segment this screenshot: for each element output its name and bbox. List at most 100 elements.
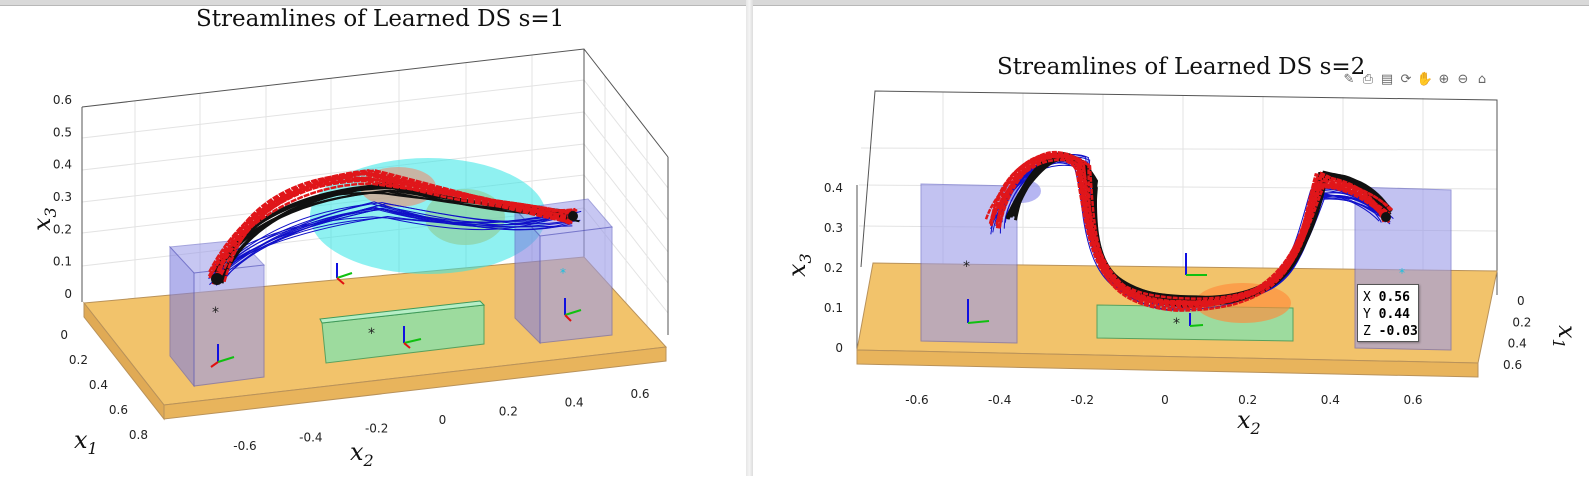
x2-ticks: -0.6 -0.4 -0.2 0 0.2 0.4 0.6 xyxy=(233,387,649,453)
x1-axis-label: x1 xyxy=(74,426,98,458)
x3-tick-label: 0.4 xyxy=(824,181,843,195)
datatip-y-value: 0.44 xyxy=(1378,307,1410,322)
chart-right[interactable]: * * * 00.10.20.30.4 -0.6 -0.4 -0.2 0 0.2 0.4 0… xyxy=(753,5,1589,476)
x3-tick-label: 0.3 xyxy=(824,221,843,235)
x1-ticks: 0 0.2 0.4 0.6 xyxy=(1503,294,1531,372)
zoom-out-icon[interactable]: ⊖ xyxy=(1457,71,1469,87)
streamline xyxy=(995,151,1391,306)
x1-tick-label: 0.8 xyxy=(129,428,148,442)
axes-box xyxy=(856,90,1498,357)
centroid-star: * xyxy=(963,259,970,275)
end-point xyxy=(568,211,578,221)
x2-tick-label: -0.2 xyxy=(365,422,388,436)
x3-tick-label: 0.2 xyxy=(824,261,843,275)
x2-tick-label: 0.6 xyxy=(1403,393,1422,407)
streamline xyxy=(217,172,571,282)
x1-tick-label: 0.4 xyxy=(89,378,108,392)
datatip-x-value: 0.56 xyxy=(1378,290,1410,305)
x3-tick-label: 0.1 xyxy=(824,301,843,315)
x2-tick-label: 0.6 xyxy=(630,387,649,401)
table-side-edge xyxy=(83,301,165,421)
figure-window-topbar xyxy=(0,0,1589,6)
x2-axis-label: x2 xyxy=(1237,406,1261,438)
x2-tick-label: -0.4 xyxy=(299,430,322,444)
frame-axes xyxy=(210,263,582,368)
x3-ticks: 0 0.1 0.2 0.3 0.4 xyxy=(824,181,843,355)
x1-tick-label: 0.2 xyxy=(1512,315,1531,329)
x2-tick-label: -0.4 xyxy=(988,393,1011,407)
datatip-icon[interactable]: ▤ xyxy=(1380,71,1394,87)
x3-tick-label: 0.4 xyxy=(53,158,72,172)
x2-tick-label: 0.4 xyxy=(1321,393,1340,407)
end-box-front xyxy=(539,226,613,344)
export-icon[interactable]: ⎙ xyxy=(1362,71,1374,87)
start-box-front xyxy=(193,264,265,387)
x2-tick-label: 0 xyxy=(1161,393,1169,407)
datatip-z-label: Z xyxy=(1363,324,1371,339)
x1-tick-label: 0.4 xyxy=(1508,337,1527,351)
zoom-in-icon[interactable]: ⊕ xyxy=(1438,71,1450,87)
x3-axis-label: x3 xyxy=(28,207,60,231)
axes-toolbar: ✎ ⎙ ▤ ⟳ ✋ ⊕ ⊖ ⌂ xyxy=(1340,70,1491,88)
datatip[interactable]: X 0.56 Y 0.44 Z -0.03 xyxy=(1357,284,1419,342)
x3-tick-label: 0.5 xyxy=(53,125,72,139)
chart-title: Streamlines of Learned DS s=1 xyxy=(196,6,565,32)
streamline xyxy=(989,158,1385,304)
x3-axis-label: x3 xyxy=(783,253,815,277)
x1-tick-label: 0.6 xyxy=(1503,358,1522,372)
streamline xyxy=(995,155,1394,306)
datatip-z-value: -0.03 xyxy=(1378,324,1418,339)
centroid-star: * xyxy=(212,305,219,321)
streamline xyxy=(211,202,565,274)
x3-tick-label: 0 xyxy=(64,287,72,301)
x1-ticks: 00.20.40.60.8 xyxy=(60,328,148,442)
rotate-icon[interactable]: ⟳ xyxy=(1400,71,1412,87)
end-point xyxy=(1381,212,1391,222)
x1-tick-label: 0.6 xyxy=(109,403,128,417)
centroid-star: * xyxy=(1173,316,1180,332)
x2-tick-label: -0.6 xyxy=(905,393,928,407)
x2-tick-label: -0.6 xyxy=(233,439,256,453)
x3-tick-label: 0.6 xyxy=(53,93,72,107)
streamline xyxy=(208,178,574,279)
centroid-star: * xyxy=(560,266,566,280)
x3-tick-label: 0.1 xyxy=(53,255,72,269)
x2-ticks: -0.6 -0.4 -0.2 0 0.2 0.4 0.6 xyxy=(905,393,1422,407)
home-icon[interactable]: ⌂ xyxy=(1477,71,1487,87)
axes-background xyxy=(861,91,1497,295)
x3-ticks: 0 0.1 0.2 0.3 0.4 0.5 0.6 xyxy=(53,93,72,301)
streamlines xyxy=(984,151,1394,312)
x2-axis-label: x2 xyxy=(350,438,374,470)
x1-tick-label: 0 xyxy=(1517,294,1525,308)
centroid-star: * xyxy=(368,326,375,342)
datatip-x-label: X xyxy=(1363,290,1371,305)
x3-tick-label: 0.3 xyxy=(53,190,72,204)
gaussian-ellipse xyxy=(1195,283,1291,323)
x2-tick-label: 0.4 xyxy=(565,396,584,410)
figure-panel-left: Streamlines of Learned DS s=1 xyxy=(0,5,746,476)
datatip-y-label: Y xyxy=(1363,307,1371,322)
figure-panel-right: Streamlines of Learned DS s=2 xyxy=(753,5,1589,476)
chart-title: Streamlines of Learned DS s=2 xyxy=(997,54,1366,80)
x1-tick-label: 0.2 xyxy=(69,353,88,367)
streamline xyxy=(990,153,1383,304)
x1-tick-label: 0 xyxy=(60,328,68,342)
x3-tick-label: 0.2 xyxy=(53,222,72,236)
x3-tick-label: 0 xyxy=(835,341,843,355)
panel-divider[interactable] xyxy=(746,0,753,476)
gridlines xyxy=(81,55,669,329)
x2-tick-label: 0 xyxy=(439,413,447,427)
x2-tick-label: 0.2 xyxy=(1238,393,1257,407)
x2-tick-label: -0.2 xyxy=(1071,393,1094,407)
x2-tick-label: 0.2 xyxy=(499,404,518,418)
brush-icon[interactable]: ✎ xyxy=(1343,71,1355,87)
pan-icon[interactable]: ✋ xyxy=(1416,71,1434,87)
start-point xyxy=(211,273,223,285)
streamline xyxy=(225,208,573,279)
target-box-top xyxy=(319,300,486,324)
table-front-edge xyxy=(856,349,1479,378)
centroid-star: * xyxy=(1399,266,1405,280)
x1-axis-label: x1 xyxy=(1549,325,1581,349)
chart-left[interactable]: * * * 00.10.20.30.40.50.6 00.20.40.60.8 … xyxy=(0,5,746,476)
streamline xyxy=(998,151,1383,312)
